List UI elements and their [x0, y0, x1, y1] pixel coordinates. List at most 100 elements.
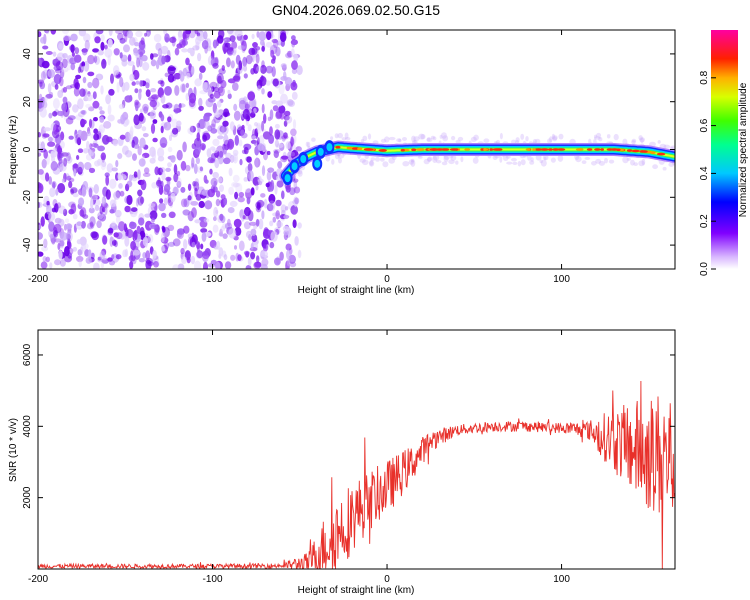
noise-speckle [53, 65, 61, 71]
x-tick-label: 100 [553, 574, 570, 585]
noise-speckle [87, 249, 92, 259]
noise-speckle [280, 204, 287, 213]
noise-speckle [238, 60, 243, 71]
noise-speckle [146, 31, 150, 37]
noise-speckle [104, 48, 113, 58]
noise-speckle [232, 156, 237, 162]
noise-speckle [41, 158, 47, 169]
noise-speckle [204, 200, 213, 210]
noise-speckle [187, 183, 192, 191]
haze-speckle [622, 138, 628, 145]
noise-speckle [80, 220, 86, 229]
noise-speckle [222, 233, 228, 240]
noise-speckle [101, 161, 107, 168]
snr-series-line [38, 380, 675, 569]
noise-speckle [145, 82, 150, 89]
noise-speckle [237, 254, 242, 261]
noise-speckle [135, 197, 139, 207]
noise-speckle [191, 157, 195, 168]
noise-speckle [229, 35, 236, 42]
noise-speckle [204, 179, 209, 184]
haze-speckle [631, 140, 636, 145]
colorbar-gradient [711, 30, 738, 269]
noise-speckle [274, 139, 279, 148]
noise-speckle [61, 102, 68, 112]
noise-speckle [43, 238, 48, 249]
noise-speckle [124, 32, 128, 43]
noise-speckle [207, 188, 215, 198]
haze-speckle [344, 132, 349, 139]
noise-speckle [254, 157, 261, 168]
noise-speckle [194, 219, 201, 224]
noise-speckle [250, 251, 256, 260]
noise-speckle [219, 125, 227, 133]
noise-speckle [88, 167, 96, 174]
noise-speckle [292, 119, 297, 130]
noise-speckle [195, 250, 204, 259]
noise-speckle [113, 225, 120, 230]
noise-speckle [272, 216, 277, 223]
noise-speckle [171, 38, 176, 47]
noise-speckle [199, 166, 204, 172]
noise-speckle [284, 206, 289, 211]
noise-speckle [212, 138, 220, 147]
noise-speckle [250, 228, 257, 236]
noise-speckle [196, 132, 201, 142]
haze-speckle [608, 159, 615, 164]
noise-speckle [61, 178, 65, 183]
noise-speckle [267, 91, 273, 98]
noise-speckle [40, 37, 46, 44]
noise-speckle [40, 71, 46, 81]
noise-speckle [138, 217, 145, 226]
noise-speckle [74, 82, 81, 90]
noise-speckle [266, 203, 274, 212]
noise-speckle [62, 86, 68, 93]
noise-speckle [220, 194, 226, 200]
noise-speckle [151, 53, 159, 58]
noise-speckle [252, 176, 261, 186]
noise-speckle [279, 251, 284, 261]
noise-speckle [242, 56, 248, 67]
noise-speckle [293, 53, 299, 62]
noise-speckle [88, 106, 95, 112]
noise-speckle [142, 61, 150, 71]
y-tick-label: 40 [22, 48, 33, 60]
noise-speckle [187, 47, 194, 54]
noise-speckle [168, 66, 176, 71]
noise-speckle [255, 157, 259, 169]
noise-speckle [39, 93, 43, 101]
noise-speckle [203, 218, 210, 223]
noise-speckle [257, 85, 261, 91]
haze-speckle [370, 157, 376, 162]
noise-speckle [134, 88, 139, 94]
noise-speckle [50, 161, 58, 171]
noise-speckle [197, 124, 201, 135]
haze-speckle [613, 133, 619, 141]
noise-speckle [139, 137, 146, 149]
noise-speckle [210, 128, 218, 134]
noise-speckle [253, 261, 262, 269]
noise-speckle [210, 177, 218, 187]
haze-speckle [388, 136, 396, 141]
noise-speckle [52, 182, 56, 190]
noise-speckle [106, 163, 114, 173]
noise-speckle [212, 62, 219, 69]
noise-speckle [223, 197, 228, 206]
noise-speckle [258, 180, 263, 186]
haze-speckle [382, 161, 389, 168]
noise-speckle [129, 126, 134, 137]
noise-speckle [233, 110, 241, 121]
noise-speckle [109, 209, 115, 214]
haze-speckle [330, 136, 334, 141]
y-tick-label: 20 [22, 96, 33, 108]
noise-speckle [216, 177, 223, 183]
noise-speckle [196, 122, 201, 128]
noise-speckle [55, 68, 62, 74]
track-blob-core [300, 155, 307, 164]
noise-speckle [232, 174, 240, 183]
noise-speckle [194, 78, 202, 87]
noise-speckle [139, 108, 143, 113]
noise-speckle [247, 91, 256, 101]
noise-speckle [142, 133, 149, 138]
noise-speckle [275, 46, 281, 57]
